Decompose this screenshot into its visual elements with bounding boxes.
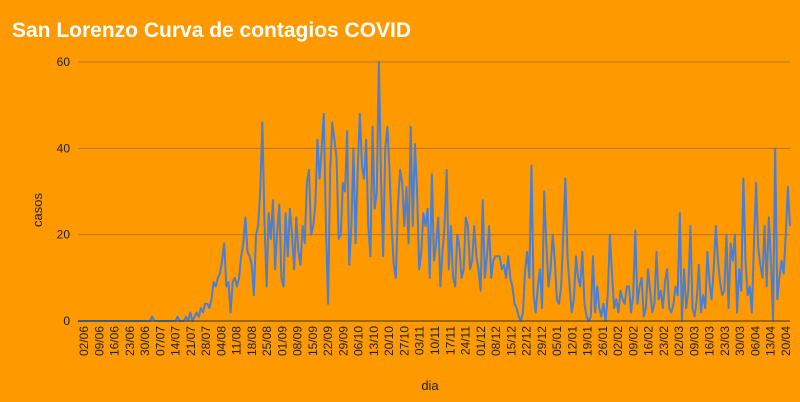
x-tick-label: 01/12 — [474, 326, 488, 356]
x-tick-label: 02/02 — [611, 326, 625, 356]
x-tick-label: 21/07 — [184, 326, 198, 356]
x-tick-label: 30/03 — [733, 326, 747, 356]
y-axis-label: casos — [30, 193, 45, 227]
x-tick-label: 01/09 — [275, 326, 289, 356]
x-tick-label: 06/10 — [352, 326, 366, 356]
chart-title: San Lorenzo Curva de contagios COVID — [12, 19, 411, 42]
x-tick-label: 22/09 — [321, 326, 335, 356]
x-tick-label: 17/11 — [443, 326, 457, 355]
y-tick-label: 0 — [63, 314, 70, 328]
y-tick-label: 40 — [57, 141, 71, 155]
x-tick-label: 25/08 — [260, 326, 274, 356]
x-tick-label: 02/03 — [672, 326, 686, 356]
x-tick-label: 16/03 — [703, 326, 717, 356]
x-axis-label: dia — [421, 378, 439, 393]
x-tick-label: 27/10 — [397, 326, 411, 356]
x-tick-label: 23/03 — [718, 326, 732, 356]
x-tick-label: 28/07 — [199, 326, 213, 356]
x-tick-label: 20/04 — [779, 326, 793, 356]
x-tick-label: 23/02 — [657, 326, 671, 356]
y-tick-label: 60 — [57, 55, 71, 69]
x-tick-label: 15/09 — [306, 326, 320, 356]
x-tick-label: 18/08 — [245, 326, 259, 356]
x-tick-label: 20/10 — [382, 326, 396, 356]
series-line-casos — [78, 61, 791, 322]
x-tick-label: 22/12 — [520, 326, 534, 356]
x-tick-label: 03/11 — [413, 326, 427, 355]
x-tick-label: 09/03 — [687, 326, 701, 356]
x-tick-label: 30/06 — [138, 326, 152, 356]
x-tick-label: 10/11 — [428, 326, 442, 355]
x-tick-label: 16/02 — [642, 326, 656, 356]
gridlines — [78, 61, 790, 236]
x-tick-label: 15/12 — [504, 326, 518, 356]
x-tick-label: 11/08 — [230, 326, 244, 355]
x-tick-label: 29/12 — [535, 326, 549, 356]
y-tick-label: 20 — [57, 228, 71, 242]
x-tick-label: 08/12 — [489, 326, 503, 356]
x-tick-label: 06/04 — [748, 326, 762, 356]
x-tick-label: 09/06 — [92, 326, 106, 356]
x-tick-label: 04/08 — [214, 326, 228, 356]
x-tick-labels: 02/06 09/06 16/06 23/06 30/06 07/07 14/07 21/07… — [77, 326, 793, 356]
x-tick-label: 26/01 — [596, 326, 610, 356]
x-tick-label: 16/06 — [108, 326, 122, 356]
x-tick-label: 02/06 — [77, 326, 91, 356]
x-tick-label: 08/09 — [291, 326, 305, 356]
x-tick-label: 29/09 — [336, 326, 350, 356]
x-tick-label: 09/02 — [626, 326, 640, 356]
x-tick-label: 05/01 — [550, 326, 564, 356]
x-tick-label: 13/10 — [367, 326, 381, 356]
x-tick-label: 12/01 — [565, 326, 579, 356]
x-tick-label: 23/06 — [123, 326, 137, 356]
x-tick-label: 13/04 — [764, 326, 778, 356]
x-tick-label: 24/11 — [459, 326, 473, 355]
x-tick-label: 14/07 — [169, 326, 183, 356]
x-tick-label: 19/01 — [581, 326, 595, 356]
y-tick-labels: 0 20 40 60 — [57, 55, 71, 328]
x-tick-label: 07/07 — [153, 326, 167, 356]
